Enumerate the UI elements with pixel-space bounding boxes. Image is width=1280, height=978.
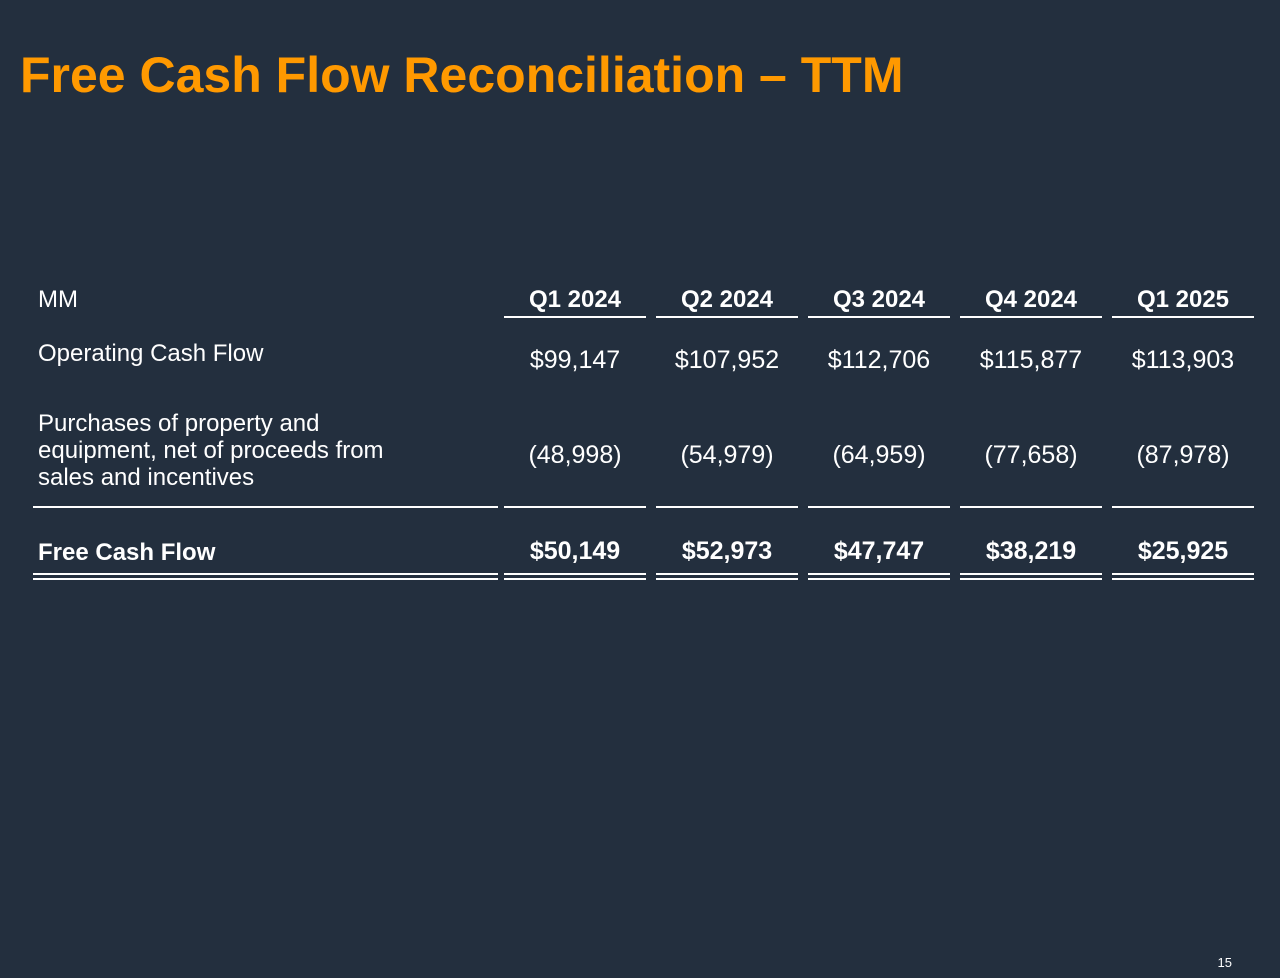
row-label-purchases-of-property: Purchases of property and equipment, net… [38, 410, 384, 491]
subtotal-rule [504, 506, 646, 508]
subtotal-rule [1112, 506, 1254, 508]
column-header-underline [808, 316, 950, 318]
table-cell: $99,147 [529, 346, 621, 374]
table-cell: $112,706 [827, 346, 931, 374]
row-label-free-cash-flow: Free Cash Flow [38, 539, 216, 566]
table-cell: (54,979) [680, 441, 774, 469]
column-header-underline [1112, 316, 1254, 318]
column-header-q2-2024: Q2 2024 [680, 286, 774, 313]
subtotal-rule [808, 506, 950, 508]
table-cell: $107,952 [674, 346, 780, 374]
page-number: 15 [1217, 955, 1232, 970]
column-header-q3-2024: Q3 2024 [832, 286, 926, 313]
column-header-q4-2024: Q4 2024 [984, 286, 1078, 313]
table-cell: $115,877 [979, 346, 1083, 374]
total-double-rule [504, 573, 646, 580]
row-label-line: equipment, net of proceeds from [38, 437, 384, 464]
slide-title: Free Cash Flow Reconciliation – TTM [20, 47, 904, 103]
subtotal-rule [656, 506, 798, 508]
table-cell: (48,998) [528, 441, 622, 469]
total-double-rule [960, 573, 1102, 580]
table-cell: (77,658) [984, 441, 1078, 469]
total-double-rule [33, 573, 498, 580]
total-double-rule [1112, 573, 1254, 580]
column-header-q1-2024: Q1 2024 [528, 286, 622, 313]
table-cell-total: $47,747 [833, 537, 925, 565]
table-cell: (64,959) [832, 441, 926, 469]
column-header-underline [504, 316, 646, 318]
row-label-operating-cash-flow: Operating Cash Flow [38, 340, 264, 367]
table-cell-total: $25,925 [1137, 537, 1229, 565]
table-cell-total: $52,973 [681, 537, 773, 565]
subtotal-rule [960, 506, 1102, 508]
row-label-line: Purchases of property and [38, 410, 320, 437]
row-label-line: sales and incentives [38, 464, 255, 491]
table-cell: (87,978) [1136, 441, 1230, 469]
total-double-rule [808, 573, 950, 580]
total-double-rule [656, 573, 798, 580]
subtotal-rule [33, 506, 498, 508]
column-header-underline [960, 316, 1102, 318]
column-header-underline [656, 316, 798, 318]
column-header-q1-2025: Q1 2025 [1136, 286, 1230, 313]
table-cell-total: $38,219 [985, 537, 1077, 565]
table-cell: $113,903 [1131, 346, 1235, 374]
units-label: MM [38, 286, 78, 313]
table-cell-total: $50,149 [529, 537, 621, 565]
